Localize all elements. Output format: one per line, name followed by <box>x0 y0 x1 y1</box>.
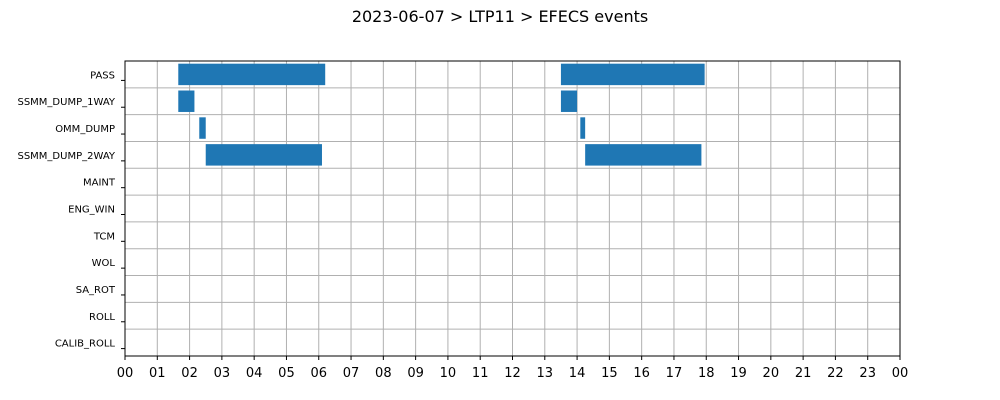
event-bar <box>580 117 586 139</box>
x-tick-label: 06 <box>310 366 327 381</box>
x-tick-label: 03 <box>214 366 231 381</box>
event-bar <box>560 63 705 86</box>
event-bar <box>178 63 326 86</box>
x-tick-label: 12 <box>504 366 521 381</box>
x-tick-label: 09 <box>407 366 424 381</box>
x-tick-label: 05 <box>278 366 295 381</box>
event-bar <box>178 90 195 112</box>
x-tick-label: 01 <box>149 366 166 381</box>
x-tick-label: 20 <box>763 366 780 381</box>
y-tick-label: OMM_DUMP <box>55 124 115 135</box>
x-tick-label: 08 <box>375 366 392 381</box>
x-tick-label: 18 <box>698 366 715 381</box>
x-tick-label: 15 <box>601 366 618 381</box>
y-axis-ticks: PASS SSMM_DUMP_1WAY OMM_DUMP SSMM_DUMP_2WAY… <box>17 70 125 350</box>
event-bar <box>199 117 206 139</box>
x-tick-label: 17 <box>666 366 683 381</box>
y-tick-label: WOL <box>92 258 116 269</box>
x-axis-ticks: 00 01 02 03 04 05 06 07 08 09 10 11 12 13 14 15 16 17 18 19… <box>117 356 909 381</box>
x-tick-label: 14 <box>569 366 586 381</box>
event-bars <box>178 63 705 166</box>
y-tick-label: TCM <box>93 231 115 242</box>
x-tick-label: 21 <box>795 366 812 381</box>
event-bar <box>585 144 702 166</box>
x-tick-label: 19 <box>730 366 747 381</box>
x-tick-label: 11 <box>472 366 489 381</box>
y-tick-label: PASS <box>90 70 115 81</box>
chart-title: 2023-06-07 > LTP11 > EFECS events <box>352 7 648 26</box>
x-tick-label: 07 <box>343 366 360 381</box>
y-tick-label: ENG_WIN <box>68 205 115 216</box>
x-tick-label: 00 <box>117 366 134 381</box>
x-tick-label: 22 <box>827 366 844 381</box>
x-tick-label: 16 <box>633 366 650 381</box>
x-tick-label: 00 <box>892 366 909 381</box>
x-tick-label: 10 <box>440 366 457 381</box>
y-tick-label: CALIB_ROLL <box>55 339 116 350</box>
y-tick-label: SSMM_DUMP_2WAY <box>17 151 115 162</box>
y-tick-label: ROLL <box>89 312 115 323</box>
x-tick-label: 04 <box>246 366 263 381</box>
event-bar <box>205 144 322 166</box>
x-tick-label: 13 <box>537 366 554 381</box>
y-tick-label: SSMM_DUMP_1WAY <box>17 97 115 108</box>
y-tick-label: MAINT <box>83 178 116 189</box>
event-bar <box>560 90 578 112</box>
x-tick-label: 23 <box>859 366 876 381</box>
y-tick-label: SA_ROT <box>76 285 116 296</box>
grid-lines <box>124 61 901 356</box>
x-tick-label: 02 <box>181 366 198 381</box>
